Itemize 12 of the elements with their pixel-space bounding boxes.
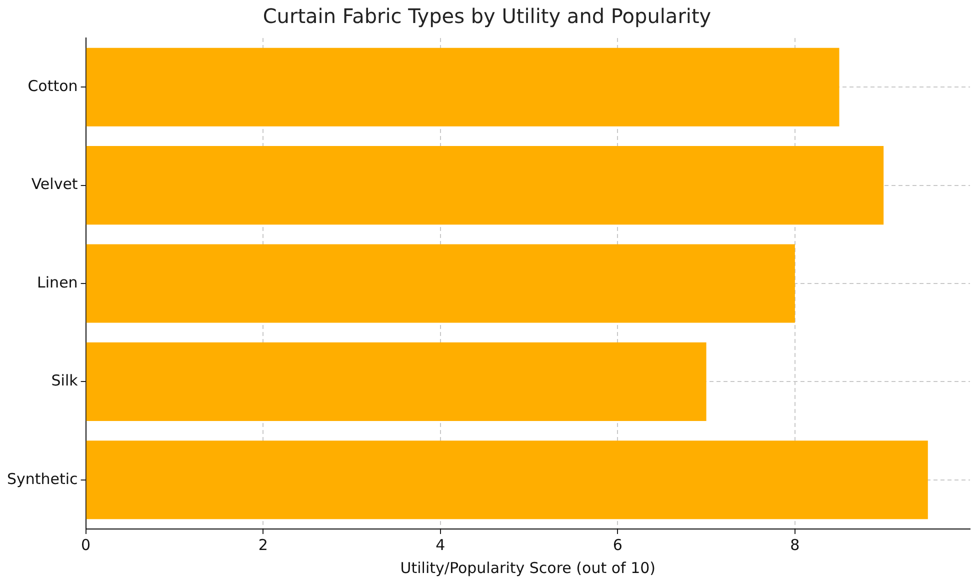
- y-tick-label: Silk: [51, 372, 78, 390]
- x-tick-label: 4: [436, 536, 446, 554]
- y-tick-label: Velvet: [31, 175, 78, 194]
- x-tick-label: 6: [612, 536, 622, 554]
- y-tick-label: Linen: [37, 273, 78, 292]
- x-tick-label: 8: [790, 536, 800, 554]
- x-tick-label: 0: [81, 536, 91, 554]
- y-tick-label: Synthetic: [6, 470, 78, 488]
- x-axis-title: Utility/Popularity Score (out of 10): [400, 558, 656, 577]
- x-tick-label: 2: [258, 536, 268, 554]
- chart-title: Curtain Fabric Types by Utility and Popularity: [262, 4, 712, 28]
- y-tick-label: Cotton: [28, 76, 78, 95]
